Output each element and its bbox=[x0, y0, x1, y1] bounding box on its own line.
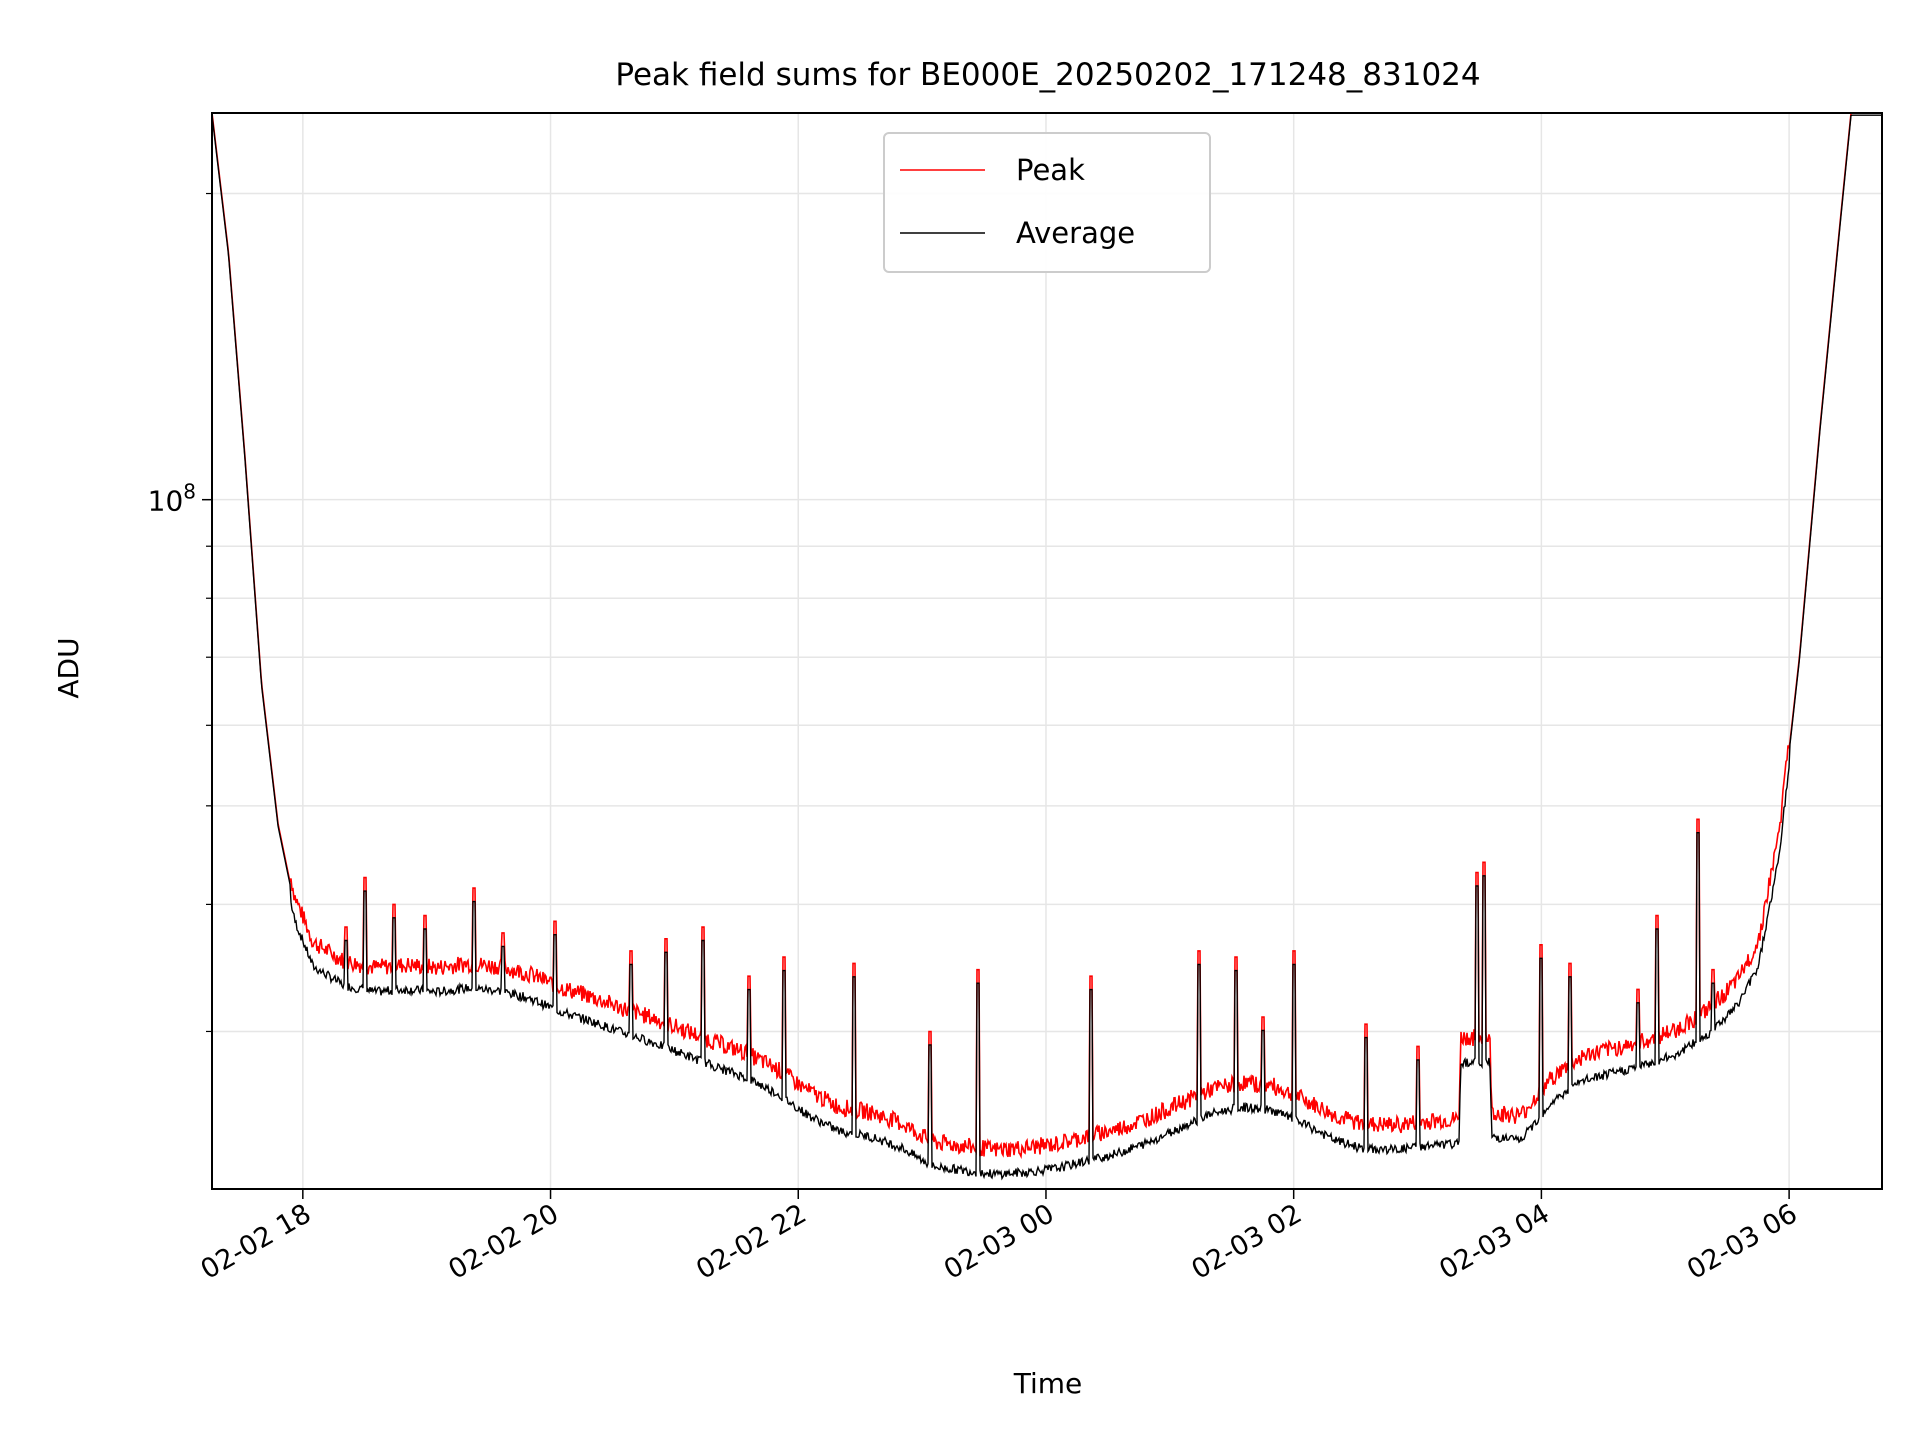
y-axis-label: ADU bbox=[52, 637, 85, 698]
legend: Peak Average bbox=[883, 132, 1211, 273]
x-axis-label: Time bbox=[1013, 1367, 1083, 1400]
legend-box bbox=[883, 132, 1211, 273]
y-tick-label: 108 bbox=[148, 480, 196, 518]
series-layer bbox=[212, 113, 1882, 1181]
series-line-average bbox=[212, 114, 1882, 1181]
legend-label-peak: Peak bbox=[1016, 153, 1085, 187]
chart-title: Peak field sums for BE000E_20250202_1712… bbox=[615, 57, 1480, 93]
series-line-peak bbox=[212, 113, 1882, 1160]
plot-frame bbox=[211, 112, 1883, 1190]
legend-label-average: Average bbox=[1016, 216, 1135, 250]
